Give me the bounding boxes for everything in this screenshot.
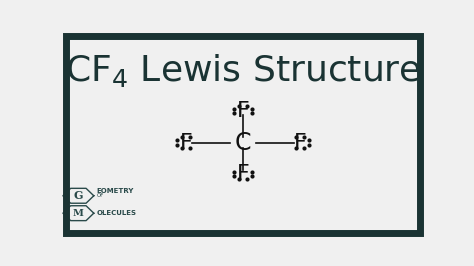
Text: F: F (293, 132, 306, 152)
Text: M: M (73, 209, 84, 218)
Text: G: G (73, 190, 83, 201)
Text: F: F (237, 101, 249, 121)
Text: F: F (237, 164, 249, 184)
Text: CF$_4$ Lewis Structure: CF$_4$ Lewis Structure (65, 52, 421, 89)
Text: F: F (180, 132, 192, 152)
Text: C: C (235, 131, 251, 155)
Text: EOMETRY: EOMETRY (97, 188, 134, 194)
Text: OF: OF (97, 193, 104, 198)
Text: OLECULES: OLECULES (97, 210, 137, 215)
